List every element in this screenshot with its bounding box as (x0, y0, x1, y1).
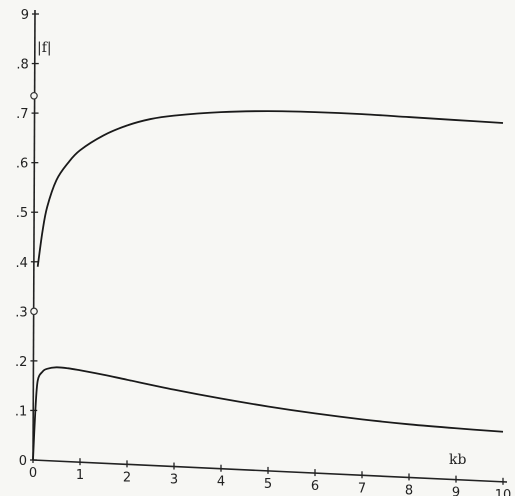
x-tick-label: 5 (264, 477, 272, 492)
x-tick-label: 3 (170, 473, 178, 488)
x-tick-label: 2 (123, 470, 131, 485)
y-tick-label: .5 (16, 206, 28, 221)
axis-marker (30, 307, 38, 316)
axis-markers (30, 91, 38, 316)
series-line-2 (32, 366, 504, 461)
x-tick-label: 4 (217, 475, 225, 490)
y-axis-title: |f| (37, 40, 52, 56)
y-tick-label: .8 (16, 58, 28, 73)
x-ticks: 0 1 2 3 4 5 6 7 8 9 10 (29, 456, 511, 496)
y-tick-label: 0 (19, 454, 27, 469)
x-tick-label: 10 (495, 488, 512, 496)
x-tick-label: 7 (358, 481, 366, 496)
x-tick-label: 6 (311, 479, 319, 494)
y-tick-label: .1 (15, 404, 27, 419)
y-tick-label: .7 (16, 107, 28, 122)
y-tick-label: 9 (21, 8, 29, 23)
axes (32, 9, 508, 483)
y-tick-label: .3 (15, 305, 27, 320)
series-lines (32, 110, 504, 461)
y-axis-line (32, 9, 36, 461)
x-axis-line (32, 459, 508, 483)
y-tick-label: .4 (15, 256, 27, 271)
x-tick-label: 0 (29, 466, 37, 481)
y-tick-label: .2 (15, 355, 27, 370)
axis-marker (30, 91, 38, 100)
y-tick-label: .6 (16, 157, 28, 172)
series-line-1 (36, 110, 504, 267)
x-tick-label: 8 (405, 483, 413, 496)
x-tick-label: 9 (452, 486, 460, 496)
x-tick-label: 1 (76, 468, 84, 483)
x-axis-title: kb (449, 452, 466, 468)
